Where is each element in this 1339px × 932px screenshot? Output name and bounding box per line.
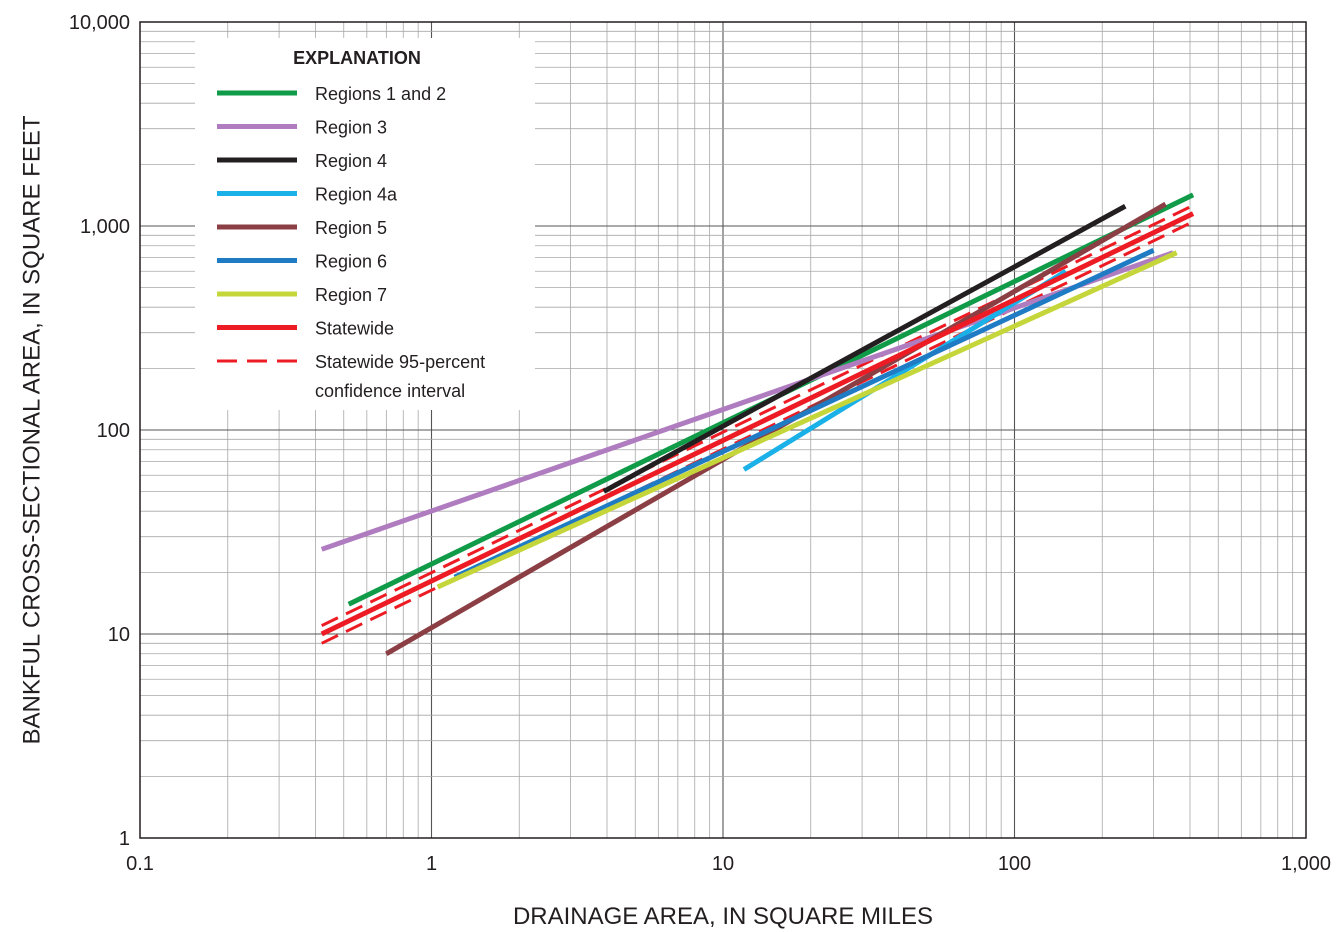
- y-tick-label: 1: [119, 828, 130, 850]
- legend-label-region-6: Region 6: [315, 252, 387, 272]
- series-line-region-3: [320, 250, 1174, 552]
- legend: EXPLANATION Regions 1 and 2 Region 3 Region…: [195, 38, 535, 410]
- y-tick-label: 100: [97, 420, 130, 442]
- y-tick-label: 10: [108, 624, 130, 646]
- y-tick-label: 10,000: [69, 12, 130, 34]
- x-axis-title: DRAINAGE AREA, IN SQUARE MILES: [513, 903, 933, 930]
- series-line-region-4a: [742, 269, 1068, 472]
- x-tick-label: 1,000: [1281, 853, 1331, 875]
- legend-title: EXPLANATION: [293, 48, 421, 68]
- legend-box: [195, 38, 535, 410]
- y-tick-label: 1,000: [80, 216, 130, 238]
- legend-label-region-7: Region 7: [315, 285, 387, 305]
- legend-label-statewide-95-percent-confidence-interval: Statewide 95-percent: [315, 352, 485, 372]
- legend-label-region-4a: Region 4a: [315, 185, 398, 205]
- series-line-region-4: [602, 204, 1127, 494]
- legend-label-region-5: Region 5: [315, 218, 387, 238]
- x-tick-label: 1: [426, 853, 437, 875]
- legend-label-region-4: Region 4: [315, 151, 387, 171]
- x-tick-label: 100: [998, 853, 1031, 875]
- y-axis-title: BANKFUL CROSS-SECTIONAL AREA, IN SQUARE …: [19, 115, 46, 744]
- series-layer: [320, 192, 1195, 656]
- x-tick-label: 10: [712, 853, 734, 875]
- x-tick-label: 0.1: [126, 853, 154, 875]
- legend-label-regions-1-and-2: Regions 1 and 2: [315, 84, 446, 104]
- series-line-region-7: [436, 250, 1178, 590]
- series-line-statewide: [320, 211, 1195, 637]
- legend-label-statewide-95-percent-confidence-interval: confidence interval: [315, 381, 465, 401]
- legend-label-region-3: Region 3: [315, 118, 387, 138]
- tick-labels: 0.1 1 10 100 1,000 1 10 100 1,000 10,000: [69, 12, 1331, 875]
- plot-frame: [139, 21, 1307, 839]
- legend-label-statewide: Statewide: [315, 319, 394, 339]
- series-line-region-6: [453, 248, 1155, 580]
